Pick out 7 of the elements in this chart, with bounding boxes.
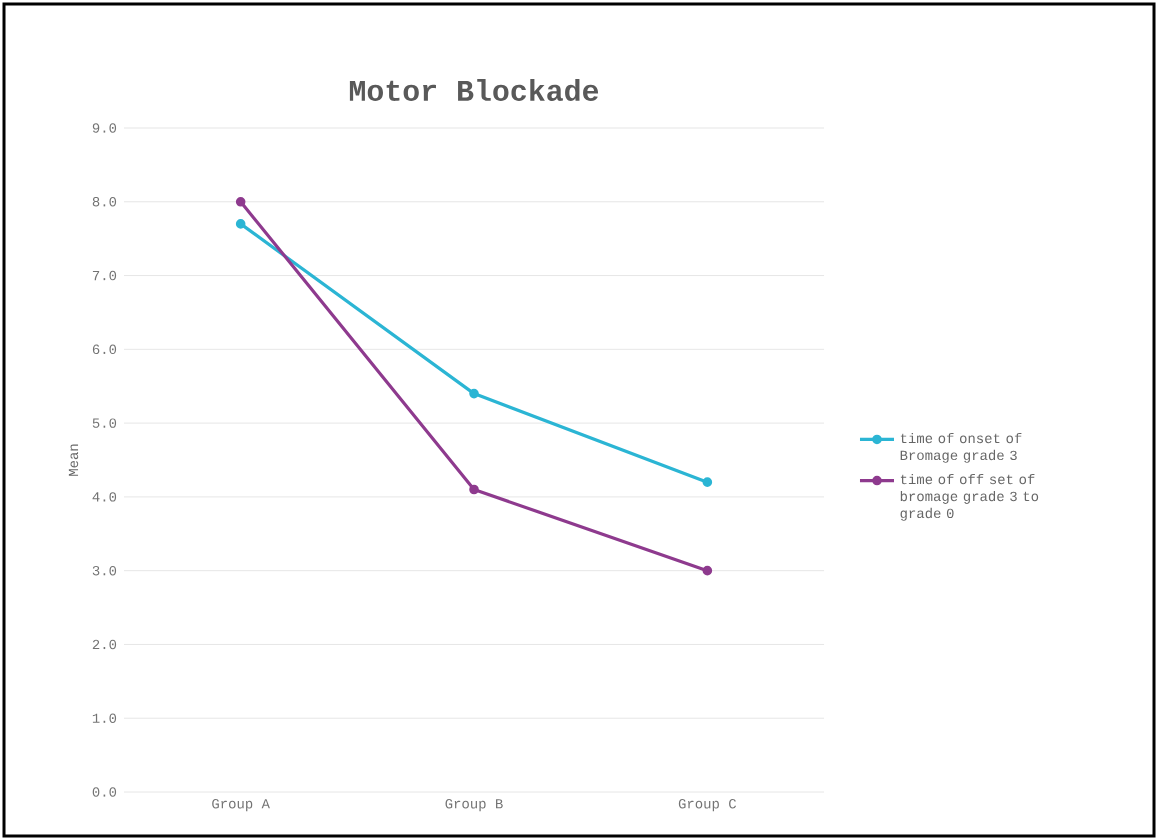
point [235,196,246,207]
point [702,477,713,487]
chart-title: Motor Blockade [349,79,599,101]
point [702,565,713,576]
point [469,388,479,399]
point [235,219,246,229]
point [469,484,479,495]
